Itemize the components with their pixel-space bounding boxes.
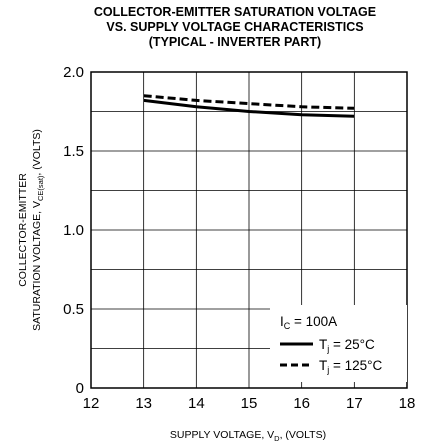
plot-frame xyxy=(90,71,408,389)
y-tick-label: 0 xyxy=(76,380,84,397)
title-line-2: VS. SUPPLY VOLTAGE CHARACTERISTICS xyxy=(106,20,363,34)
y-axis-label: COLLECTOR-EMITTER SATURATION VOLTAGE, VC… xyxy=(17,129,45,331)
legend-header-tail: = 100A xyxy=(290,314,337,329)
x-tick-label: 16 xyxy=(293,395,310,412)
y-tick-label: 1.0 xyxy=(63,222,84,239)
x-tick-label: 12 xyxy=(83,395,100,412)
y-axis-label-line2-sub: CE(sat) xyxy=(36,175,45,201)
legend: IC = 100A Tj = 25°C Tj = 125°C xyxy=(270,305,407,382)
x-axis-label-main: SUPPLY VOLTAGE, V xyxy=(170,429,274,441)
y-axis-label-line1: COLLECTOR-EMITTER xyxy=(17,173,29,287)
x-axis-label: SUPPLY VOLTAGE, VD, (VOLTS) xyxy=(170,429,326,443)
legend-header: IC = 100A xyxy=(280,314,337,331)
legend-header-main: I xyxy=(280,314,284,329)
series-line-125c xyxy=(143,94,355,110)
grid xyxy=(91,72,407,388)
chart-title: COLLECTOR-EMITTER SATURATION VOLTAGE VS.… xyxy=(94,5,376,49)
legend-label-125c-sub: j xyxy=(326,365,329,375)
legend-label-125c-tail: = 125°C xyxy=(329,358,382,373)
x-axis-label-sub: D xyxy=(274,434,280,443)
y-axis-label-line2: SATURATION VOLTAGE, VCE(sat), (VOLTS) xyxy=(31,129,45,331)
legend-label-25c-tail: = 25°C xyxy=(329,337,375,352)
legend-label-125c: Tj = 125°C xyxy=(319,358,383,375)
x-tick-label: 14 xyxy=(188,395,205,412)
y-axis-label-line2-main: SATURATION VOLTAGE, V xyxy=(31,201,43,331)
x-tick-label: 18 xyxy=(399,395,416,412)
y-axis-label-line2-tail: , (VOLTS) xyxy=(31,129,43,175)
tick-labels: 12 13 14 15 16 17 18 0 0.5 1.0 1.5 2.0 xyxy=(63,64,415,412)
title-line-3: (TYPICAL - INVERTER PART) xyxy=(149,35,321,49)
x-tick-label: 15 xyxy=(241,395,258,412)
x-tick-label: 13 xyxy=(135,395,152,412)
y-tick-label: 1.5 xyxy=(63,143,84,160)
x-axis-label-tail: , (VOLTS) xyxy=(280,429,326,441)
y-tick-label: 2.0 xyxy=(63,64,84,81)
series-line-25c xyxy=(143,98,355,118)
x-tick-label: 17 xyxy=(346,395,363,412)
legend-label-25c-main: T xyxy=(319,337,327,352)
legend-header-sub: C xyxy=(284,321,291,331)
y-tick-label: 0.5 xyxy=(63,301,84,318)
series-layer xyxy=(143,94,355,118)
legend-label-125c-main: T xyxy=(319,358,327,373)
legend-label-25c: Tj = 25°C xyxy=(319,337,375,354)
legend-label-25c-sub: j xyxy=(326,344,329,354)
title-line-1: COLLECTOR-EMITTER SATURATION VOLTAGE xyxy=(94,5,376,19)
